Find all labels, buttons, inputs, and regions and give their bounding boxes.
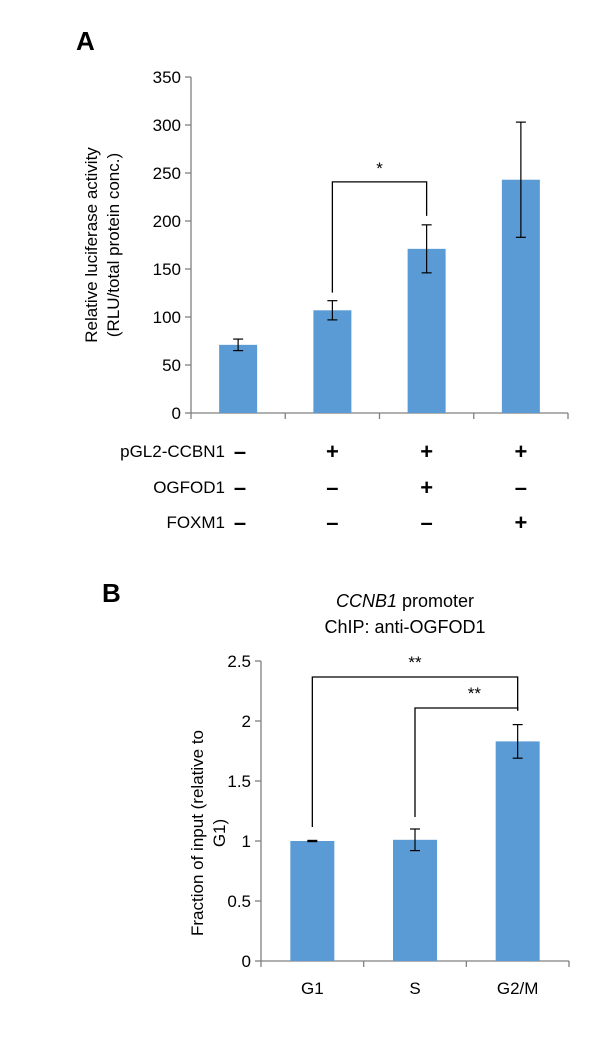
panel-b-title-italic: CCNB1 (336, 591, 397, 611)
panel-a-y-axis-label: Relative luciferase activity (RLU/total p… (82, 147, 123, 343)
panel-a-chart: A 0 50 100 150 200 250 300 350 Relative lucifera… (76, 26, 569, 535)
panel-b-y-tick-label: 0.5 (227, 892, 251, 911)
panel-b-significance-label: ** (408, 653, 422, 672)
panel-b-y-axis-label-line: G1) (210, 819, 229, 847)
panel-a-condition-sign: + (420, 439, 433, 464)
panel-a-y-tick-label: 50 (162, 356, 181, 375)
panel-a-condition-sign: – (234, 510, 246, 535)
panel-a-condition-sign: + (514, 510, 527, 535)
panel-a-condition-label: OGFOD1 (153, 478, 225, 497)
panel-a-condition-sign: + (514, 439, 527, 464)
panel-b-significance-bracket (414, 707, 519, 817)
panel-a-significance-bracket (331, 181, 428, 293)
panel-a-condition-sign: + (326, 439, 339, 464)
panel-b-y-axis-label: Fraction of input (relative to G1) (188, 730, 229, 936)
panel-b-letter: B (102, 578, 121, 608)
panel-a-y-tick-label: 300 (153, 116, 181, 135)
panel-a-condition-sign: – (234, 475, 246, 500)
panel-b-title-line: ChIP: anti-OGFOD1 (324, 617, 485, 637)
panel-a-letter: A (76, 26, 95, 56)
panel-b-bar (495, 741, 540, 961)
panel-a-y-tick-label: 250 (153, 164, 181, 183)
panel-a-condition-sign: + (420, 475, 433, 500)
panel-a-condition-sign: – (326, 510, 338, 535)
panel-a-condition-sign: – (515, 475, 527, 500)
panel-b-title-text: promoter (397, 591, 474, 611)
panel-b-x-tick-label: G2/M (497, 979, 539, 998)
panel-b-y-tick-label: 2 (242, 712, 251, 731)
panel-a-y-axis-label-line: (RLU/total protein conc.) (104, 153, 123, 337)
panel-b-y-tick-label: 0 (242, 952, 251, 971)
panel-a-condition-sign: – (421, 510, 433, 535)
panel-a-condition-label: pGL2-CCBN1 (120, 442, 225, 461)
panel-b-y-axis-label-line: Fraction of input (relative to (188, 730, 207, 936)
panel-a-y-tick-label: 0 (172, 404, 181, 423)
panel-b-y-tick-label: 1.5 (227, 772, 251, 791)
panel-b-y-tick-label: 2.5 (227, 652, 251, 671)
panel-a-condition-sign: – (326, 475, 338, 500)
panel-a-y-tick-label: 350 (153, 68, 181, 87)
panel-b-title-text: ChIP: anti-OGFOD1 (324, 617, 485, 637)
panel-a-bar (313, 310, 352, 413)
panel-b-y-tick-label: 1 (242, 832, 251, 851)
panel-b-title-line: CCNB1 promoter (336, 591, 474, 611)
panel-b-bar (290, 841, 335, 961)
panel-a-y-tick-label: 150 (153, 260, 181, 279)
panel-b-x-tick-label: G1 (301, 979, 324, 998)
panel-a-y-axis-label-line: Relative luciferase activity (82, 147, 101, 343)
panel-a-y-tick-label: 200 (153, 212, 181, 231)
panel-a-condition-sign: – (234, 439, 246, 464)
panel-a-bar (219, 344, 258, 413)
panel-b-chart: B 0 0.5 1 1.5 2 2.5 Fraction of input (relativ… (102, 578, 570, 998)
panel-a-condition-label: FOXM1 (166, 513, 225, 532)
panel-a-y-tick-label: 100 (153, 308, 181, 327)
panel-b-significance-label: ** (468, 684, 482, 703)
panel-b-x-tick-label: S (409, 979, 420, 998)
panel-b-bar (393, 839, 437, 961)
panel-a-significance-label: * (376, 159, 383, 178)
panel-b-significance-bracket (311, 676, 519, 827)
panel-a-bar (407, 248, 446, 413)
